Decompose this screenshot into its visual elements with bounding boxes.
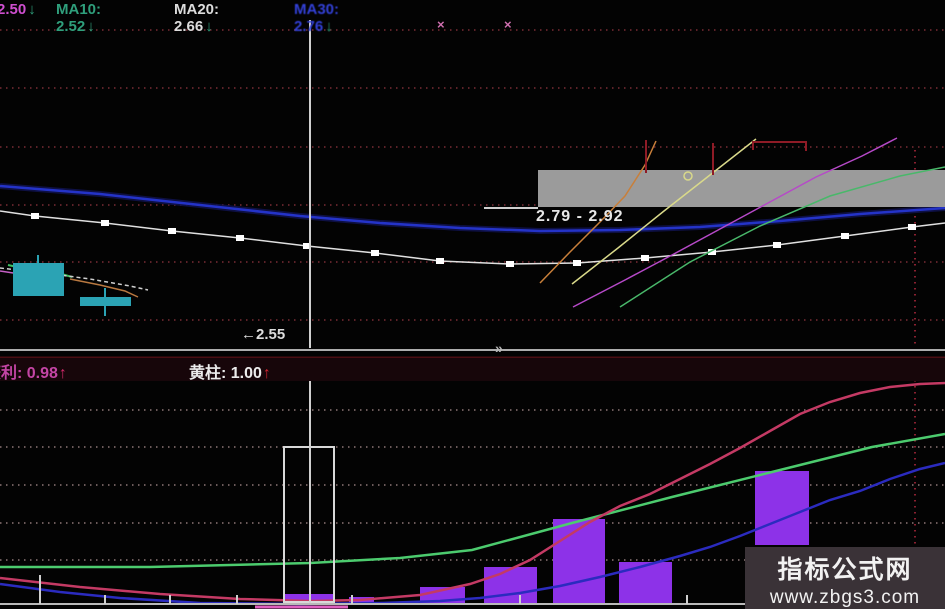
up-arrow-icon: ↑	[58, 365, 67, 382]
down-arrow-icon: ↓	[87, 18, 95, 35]
price-range-label: 2.79 - 2.92	[536, 208, 624, 225]
candle-body	[80, 297, 131, 306]
mini-orange-line	[69, 278, 139, 298]
sell-x-mark-icon: ×	[504, 17, 512, 32]
down-arrow-icon: ↓	[205, 18, 213, 35]
price-arrow-label: ←2.55	[241, 326, 286, 342]
huoli-indicator-label: 获利: 0.98↑	[0, 365, 67, 382]
sell-x-mark-icon: ×	[437, 17, 445, 32]
ma20-label: MA20: 2.66 ↓	[174, 1, 220, 35]
white-ma-markers	[31, 213, 916, 267]
ma30-line	[0, 184, 945, 233]
volume-bar	[619, 562, 672, 604]
volume-bar	[553, 519, 605, 604]
ray-node-ring	[683, 171, 693, 181]
trend-ray-green	[619, 166, 945, 308]
candle-body	[13, 263, 64, 296]
bottom-green-line	[0, 432, 945, 569]
volume-bar	[484, 567, 537, 604]
price-range-box	[538, 170, 945, 207]
trend-ray-magenta	[572, 137, 898, 308]
trend-ray-yellow	[571, 138, 757, 285]
white-ma-line	[0, 210, 945, 265]
huangzhu-indicator-label: 黄柱: 1.00↑	[189, 365, 271, 382]
watermark-url: www.zbgs3.com	[769, 587, 921, 608]
ma10-label: MA10: 2.52 ↓	[56, 1, 102, 35]
red-bracket	[752, 141, 807, 151]
ma30-label: MA30: 2.76 ↓	[294, 1, 340, 35]
fast-forward-icon[interactable]: »	[495, 340, 503, 356]
volume-bar	[755, 471, 809, 545]
bottom-crimson-line	[0, 381, 945, 603]
watermark-title: 指标公式网	[777, 556, 913, 584]
down-arrow-icon: ↓	[28, 1, 36, 18]
indicator-label-strip	[0, 358, 945, 381]
watermark: 指标公式网 www.zbgs3.com	[745, 547, 945, 609]
ma5-label: 2.50 ↓	[0, 1, 36, 18]
up-arrow-icon: ↑	[262, 365, 271, 382]
down-arrow-icon: ↓	[325, 18, 333, 35]
